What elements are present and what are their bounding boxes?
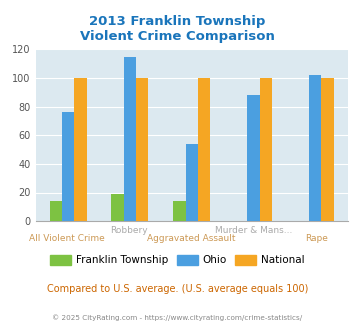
Bar [321, 78, 334, 221]
Bar [62, 113, 75, 221]
Text: Rape: Rape [305, 234, 328, 243]
Bar [198, 78, 210, 221]
Text: Aggravated Assault: Aggravated Assault [147, 234, 236, 243]
Text: Murder & Mans...: Murder & Mans... [215, 226, 293, 235]
Text: © 2025 CityRating.com - https://www.cityrating.com/crime-statistics/: © 2025 CityRating.com - https://www.city… [53, 314, 302, 321]
Bar [173, 201, 186, 221]
Bar [50, 201, 62, 221]
Bar [247, 95, 260, 221]
Bar [136, 78, 148, 221]
Bar [124, 57, 136, 221]
Text: Compared to U.S. average. (U.S. average equals 100): Compared to U.S. average. (U.S. average … [47, 284, 308, 294]
Bar [186, 144, 198, 221]
Text: Robbery: Robbery [110, 226, 148, 235]
Text: 2013 Franklin Township
Violent Crime Comparison: 2013 Franklin Township Violent Crime Com… [80, 15, 275, 43]
Bar [309, 75, 321, 221]
Bar [260, 78, 272, 221]
Text: All Violent Crime: All Violent Crime [29, 234, 105, 243]
Legend: Franklin Township, Ohio, National: Franklin Township, Ohio, National [46, 251, 309, 270]
Bar [111, 194, 124, 221]
Bar [75, 78, 87, 221]
